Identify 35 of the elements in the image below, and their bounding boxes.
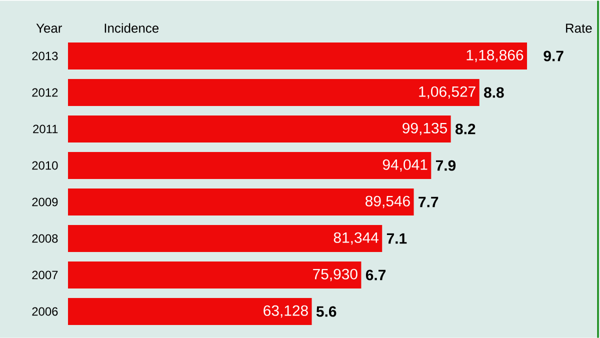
data-label: 1,06,527 bbox=[419, 86, 476, 98]
annotation: 8.8 bbox=[484, 86, 504, 98]
y-tick-label: 2007 bbox=[32, 270, 58, 279]
y-tick-label: 2008 bbox=[32, 234, 58, 242]
y-tick-label: 2013 bbox=[32, 52, 58, 60]
bar bbox=[68, 224, 382, 252]
data-label: 75,930 bbox=[313, 268, 358, 281]
y-tick-label: 2009 bbox=[32, 198, 58, 206]
x-axis-title: Incidence bbox=[104, 23, 159, 33]
bar bbox=[68, 188, 414, 216]
text: Rate bbox=[566, 23, 592, 33]
y-axis-title: Year bbox=[36, 23, 62, 33]
bar bbox=[68, 152, 432, 179]
annotation: 7.1 bbox=[386, 233, 407, 244]
annotation: 8.2 bbox=[455, 123, 476, 134]
bar bbox=[68, 298, 312, 325]
data-label: 99,135 bbox=[402, 122, 447, 135]
annotation: 7.7 bbox=[418, 196, 438, 207]
bar bbox=[68, 42, 528, 70]
y-tick-label: 2012 bbox=[32, 88, 58, 96]
annotation: 5.6 bbox=[316, 306, 336, 317]
data-label: 81,344 bbox=[334, 232, 378, 244]
y-tick-label: 2010 bbox=[32, 161, 58, 170]
y-tick-label: 2011 bbox=[33, 124, 58, 133]
annotation: 7.9 bbox=[436, 160, 456, 171]
y-tick-label: 2006 bbox=[32, 307, 58, 316]
annotation: 9.7 bbox=[544, 50, 564, 62]
data-label: 63,128 bbox=[264, 305, 308, 318]
annotation: 6.7 bbox=[366, 269, 386, 280]
data-label: 1,18,866 bbox=[466, 50, 524, 62]
bar bbox=[68, 78, 480, 106]
bar bbox=[68, 261, 362, 288]
data-label: 89,546 bbox=[366, 196, 410, 208]
data-label: 94,041 bbox=[382, 159, 428, 172]
bar bbox=[68, 115, 451, 142]
